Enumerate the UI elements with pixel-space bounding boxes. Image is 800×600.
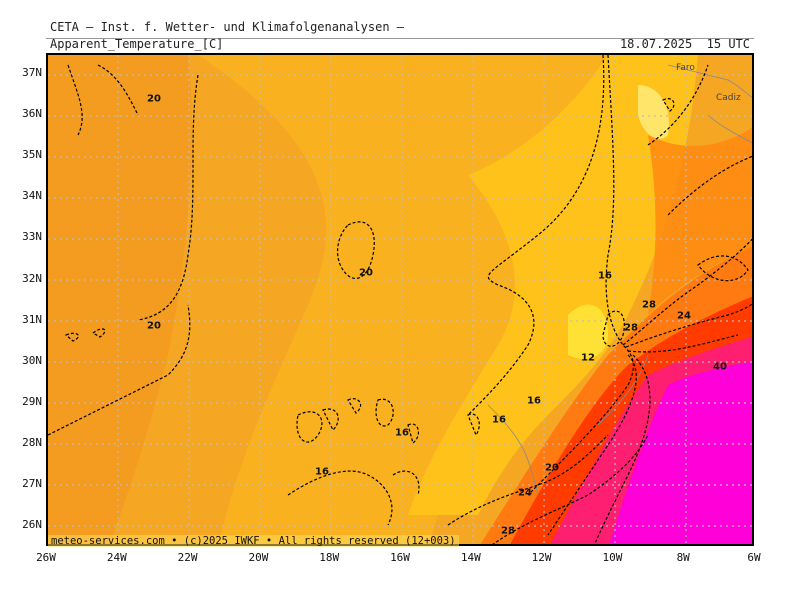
lon-tick-label: 8W (676, 551, 690, 564)
isoline (627, 334, 739, 353)
isoline (347, 398, 362, 414)
isoline (467, 55, 605, 416)
contour-label: 20 (359, 267, 373, 279)
isoline (467, 413, 480, 437)
isoline (48, 304, 191, 436)
lat-tick-label: 31N (22, 312, 42, 326)
lon-tick-label: 10W (602, 551, 623, 564)
contour-label: 16 (598, 270, 612, 282)
isoline (336, 221, 375, 280)
isoline (407, 423, 420, 445)
isoline (667, 155, 752, 216)
lon-tick-label: 24W (106, 551, 127, 564)
contour-label: 16 (395, 427, 409, 439)
field-iberia (648, 127, 752, 315)
isoline (662, 98, 675, 112)
contour-label: 20 (545, 462, 559, 474)
contour-label: 28 (642, 299, 656, 311)
lat-tick-label: 27N (22, 477, 42, 490)
lon-tick-label: 6W (747, 551, 761, 564)
lat-tick-label: 36N (22, 107, 42, 121)
temperature-map[interactable]: Faro Cadiz 20 20 20 16 16 16 16 16 12 28… (46, 53, 754, 546)
isoline (375, 398, 394, 427)
parameter-label: Apparent_Temperature_[C] (50, 37, 224, 51)
lon-tick-label: 20W (248, 551, 269, 564)
lat-tick-label: 35N (22, 148, 42, 162)
field-cool-north (638, 85, 669, 139)
lon-tick-label: 22W (177, 551, 198, 564)
isoline (547, 354, 637, 536)
lat-tick-label: 26N (22, 518, 42, 532)
datetime-label: 18.07.2025 15 UTC (619, 37, 750, 51)
lat-lon-grid (48, 55, 752, 544)
isoline (492, 434, 649, 544)
contour-label: 16 (492, 414, 506, 426)
isoline (602, 310, 625, 347)
isoline (67, 64, 83, 136)
map-canvas (48, 55, 752, 544)
isoline (447, 434, 609, 526)
place-faro: Faro (676, 63, 695, 73)
lon-tick-label: 16W (390, 551, 410, 564)
lon-tick-label: 14W (460, 551, 481, 564)
isoline (137, 74, 199, 321)
isolines (48, 55, 752, 544)
isoline (647, 64, 709, 146)
field-west (48, 55, 192, 544)
lat-tick-label: 28N (22, 435, 42, 449)
lat-tick-label: 34N (22, 189, 42, 203)
contour-label: 16 (315, 466, 329, 478)
contour-label: 20 (147, 320, 161, 332)
isoline (91, 328, 106, 338)
isoline (697, 255, 749, 282)
lat-tick-label: 33N (22, 230, 42, 244)
contour-label: 24 (518, 487, 532, 499)
lat-tick-label: 30N (22, 353, 42, 367)
contour-label: 40 (713, 361, 727, 373)
lon-tick-label: 12W (531, 551, 552, 564)
isoline (287, 470, 393, 526)
contour-label: 16 (527, 395, 541, 407)
place-cadiz: Cadiz (716, 93, 741, 103)
isoline (296, 411, 323, 443)
map-title: CETA — Inst. f. Wetter- und Klimafolgena… (50, 20, 405, 34)
coastlines (487, 64, 752, 496)
isoline (625, 303, 752, 348)
isoline (64, 332, 79, 342)
lon-tick-label: 18W (319, 551, 340, 564)
contour-label: 24 (677, 310, 691, 322)
contour-label: 28 (501, 525, 515, 537)
lat-tick-label: 32N (22, 271, 42, 285)
lat-tick-label: 37N (22, 66, 42, 79)
isoline (594, 354, 651, 544)
contour-label: 20 (147, 93, 161, 105)
contour-label: 28 (624, 322, 638, 334)
subtitle-bar (46, 38, 754, 53)
credit-footer: meteo-services.com • (c)2025 IWKF • All … (48, 535, 459, 547)
isoline (527, 55, 635, 496)
field-coast (408, 55, 698, 515)
lat-tick-label: 29N (22, 394, 42, 408)
field-extreme (609, 361, 752, 544)
field-cool-spot (568, 304, 608, 359)
lon-tick-label: 26W (36, 551, 56, 564)
isoline (97, 64, 139, 116)
isoline (392, 470, 420, 496)
contour-label: 12 (581, 352, 595, 364)
isoline (622, 238, 752, 346)
